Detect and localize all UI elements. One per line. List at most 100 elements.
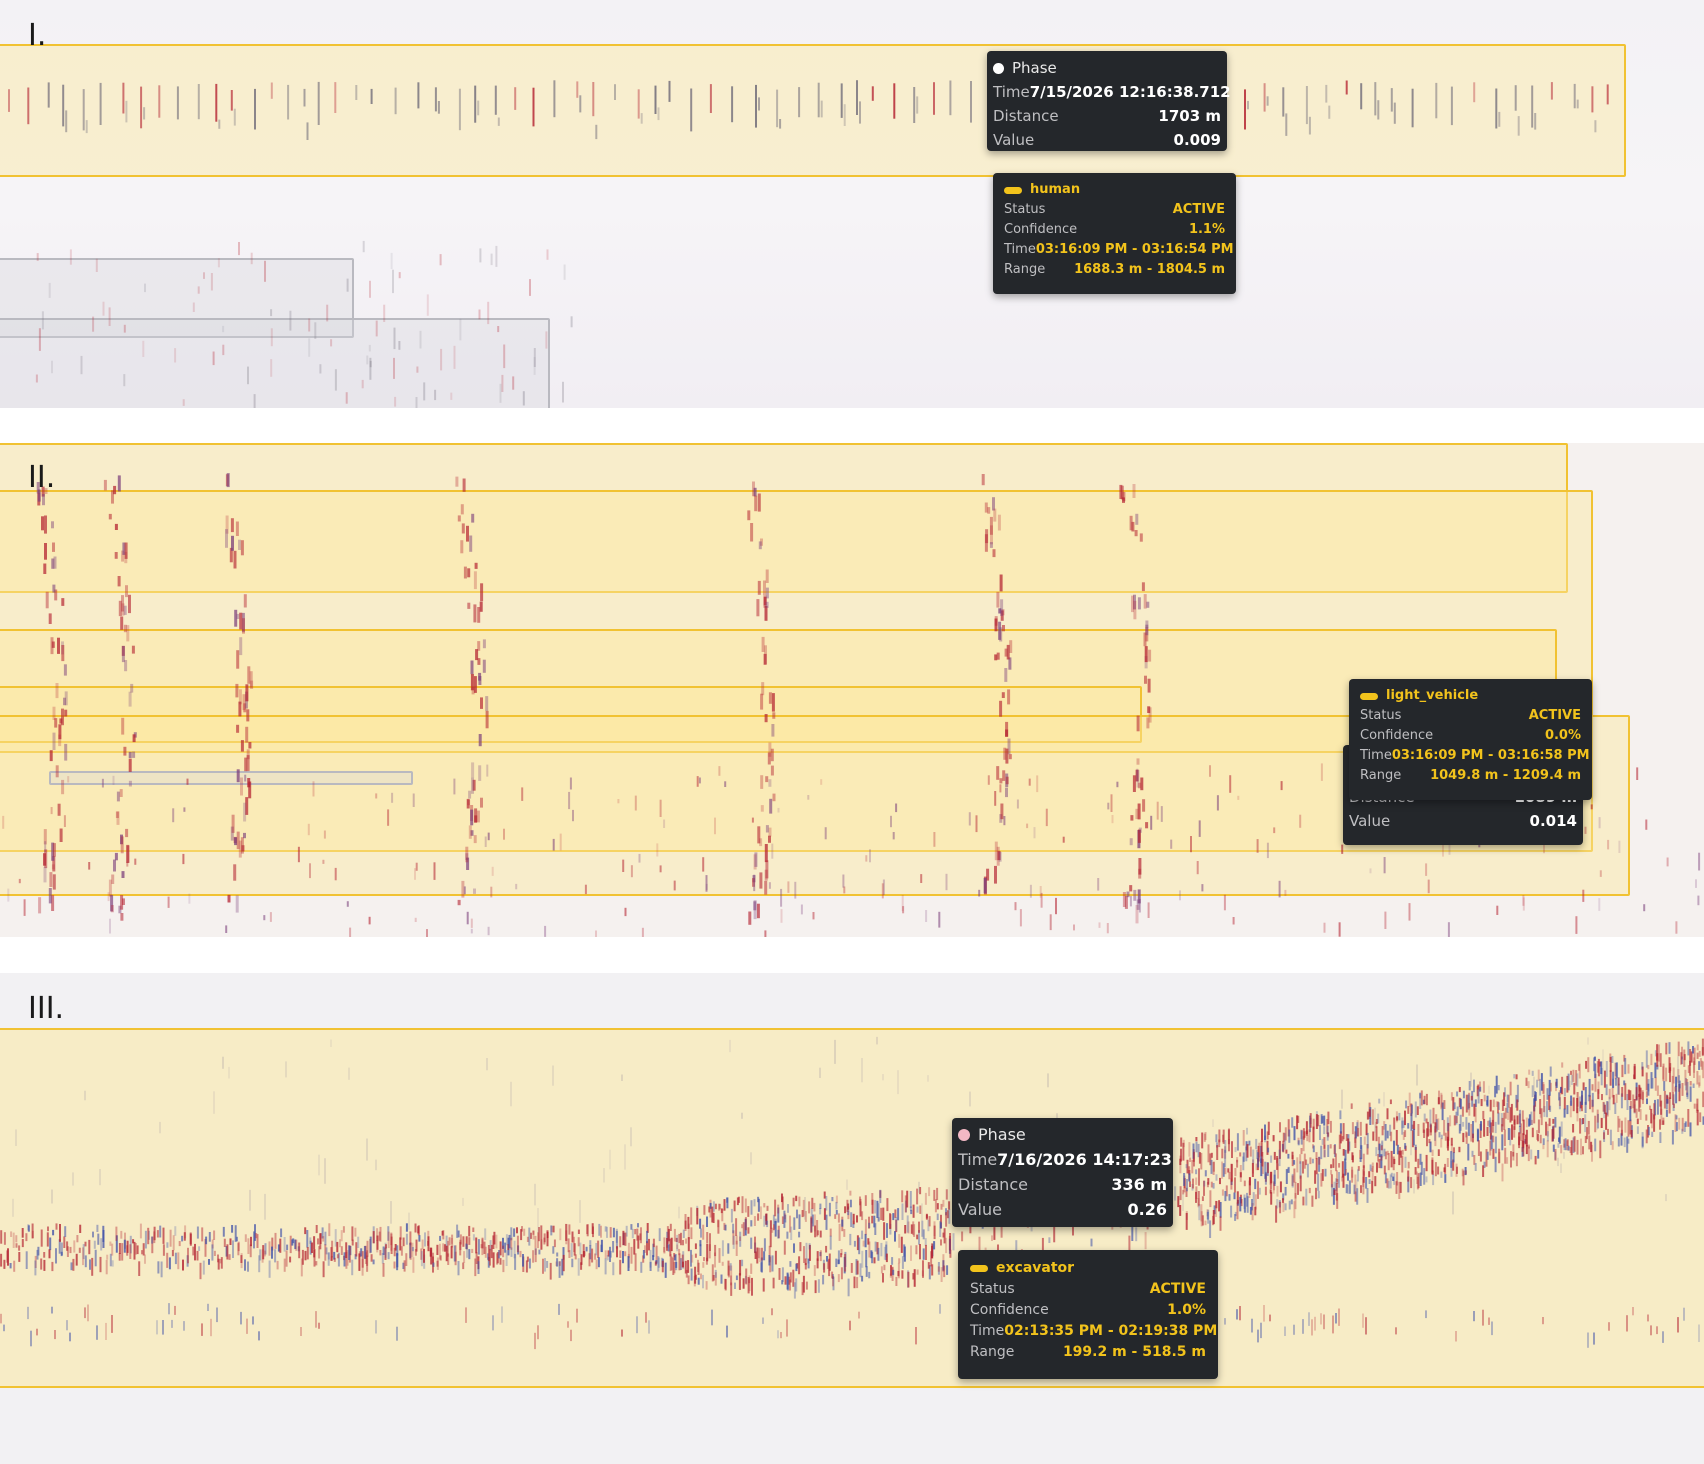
signal-tick [502, 1245, 505, 1258]
signal-tick [789, 1215, 791, 1233]
signal-tick [673, 1228, 676, 1242]
signal-tick [476, 810, 480, 823]
signal-tick [1455, 1331, 1457, 1342]
signal-tick [1195, 1191, 1197, 1203]
signal-tick [1387, 1153, 1390, 1171]
signal-tick [1495, 1101, 1498, 1107]
signal-tick [1201, 1215, 1204, 1226]
signal-tick [186, 778, 189, 785]
signal-tick [494, 85, 497, 115]
signal-tick [831, 1197, 834, 1202]
signal-tick [369, 280, 371, 298]
signal-tick [311, 1242, 313, 1253]
signal-tick [1273, 1151, 1276, 1160]
signal-tick [640, 113, 643, 124]
signal-tick [1467, 1143, 1470, 1161]
signal-tick [268, 1260, 271, 1278]
range-label: Range [970, 1344, 1015, 1360]
signal-tick [1380, 1145, 1383, 1151]
signal-tick [1028, 778, 1031, 786]
tooltip-title: light_vehicle [1360, 686, 1581, 706]
signal-tick [1228, 1171, 1231, 1180]
signal-tick [835, 1195, 838, 1204]
waterfall-panel-1[interactable]: I. Phase Time 7/15/2026 12:16:38.712 Dist… [0, 0, 1704, 408]
signal-tick [1479, 1086, 1482, 1092]
signal-tick [1472, 1121, 1474, 1139]
signal-tick [402, 1262, 405, 1269]
signal-tick [234, 837, 238, 846]
status-value: ACTIVE [1172, 202, 1225, 217]
signal-tick [1662, 1331, 1664, 1343]
signal-tick [1255, 1163, 1258, 1171]
signal-tick [853, 1240, 856, 1247]
signal-tick [856, 1277, 859, 1289]
signal-tick [66, 1246, 69, 1257]
signal-tick [516, 1227, 518, 1234]
signal-tick [799, 1242, 802, 1252]
signal-tick [144, 1254, 146, 1264]
signal-tick [59, 828, 63, 842]
signal-tick [317, 1238, 319, 1245]
signal-tick [659, 799, 662, 817]
signal-tick [561, 1258, 564, 1276]
signal-tick [48, 888, 52, 904]
signal-tick [1207, 1144, 1210, 1163]
signal-tick [1395, 1181, 1398, 1194]
region-box[interactable] [49, 771, 413, 785]
signal-tick [1203, 1180, 1206, 1187]
signal-tick [1425, 863, 1428, 876]
signal-tick [489, 1248, 491, 1266]
signal-tick [1689, 1122, 1692, 1137]
detection-box[interactable] [0, 44, 1626, 177]
detection-box[interactable] [0, 443, 1568, 593]
signal-tick [1552, 1126, 1555, 1139]
signal-tick [1300, 1148, 1303, 1155]
detection-box[interactable] [0, 1028, 1704, 1388]
signal-tick [1365, 1123, 1368, 1136]
signal-tick [711, 1264, 714, 1282]
status-label: Status [1360, 708, 1402, 723]
signal-tick [1696, 1044, 1699, 1051]
signal-tick [1330, 1164, 1333, 1169]
signal-tick [51, 558, 55, 569]
signal-tick [786, 1319, 788, 1337]
signal-tick [1239, 1306, 1241, 1321]
signal-tick [34, 1255, 37, 1268]
signal-tick [1107, 802, 1110, 810]
signal-tick [234, 609, 238, 627]
signal-tick [409, 1242, 412, 1260]
detection-box[interactable] [0, 686, 1142, 743]
signal-tick [445, 1235, 448, 1251]
signal-tick [390, 1201, 392, 1224]
signal-tick [1687, 1109, 1690, 1127]
detection-box[interactable] [0, 490, 1593, 852]
region-box[interactable] [0, 258, 354, 338]
signal-tick [52, 856, 56, 872]
signal-tick [1033, 827, 1036, 839]
detection-box[interactable] [0, 629, 1557, 753]
signal-tick [1375, 1119, 1378, 1124]
signal-tick [789, 1261, 792, 1267]
signal-tick [673, 880, 676, 891]
signal-tick [1675, 921, 1678, 934]
signal-tick [349, 927, 352, 937]
signal-tick [1243, 1197, 1246, 1213]
signal-tick [1338, 922, 1341, 937]
signal-tick [1413, 1120, 1416, 1130]
signal-tick [390, 252, 393, 270]
signal-tick [1668, 1042, 1671, 1054]
signal-tick [63, 664, 67, 676]
signal-tick [900, 1236, 903, 1253]
signal-tick [1327, 1111, 1330, 1125]
region-box[interactable] [0, 318, 550, 408]
signal-tick [432, 1262, 435, 1267]
signal-tick [1239, 1152, 1242, 1157]
signal-tick [690, 1207, 693, 1225]
signal-tick [315, 1261, 318, 1266]
signal-tick [657, 1257, 660, 1268]
signal-tick [1494, 1136, 1497, 1154]
signal-tick [1375, 1126, 1378, 1142]
waterfall-panel-3[interactable]: III. Phase Time 7/16/2026 14:17:23 Distan… [0, 973, 1704, 1464]
signal-tick [819, 1252, 822, 1257]
